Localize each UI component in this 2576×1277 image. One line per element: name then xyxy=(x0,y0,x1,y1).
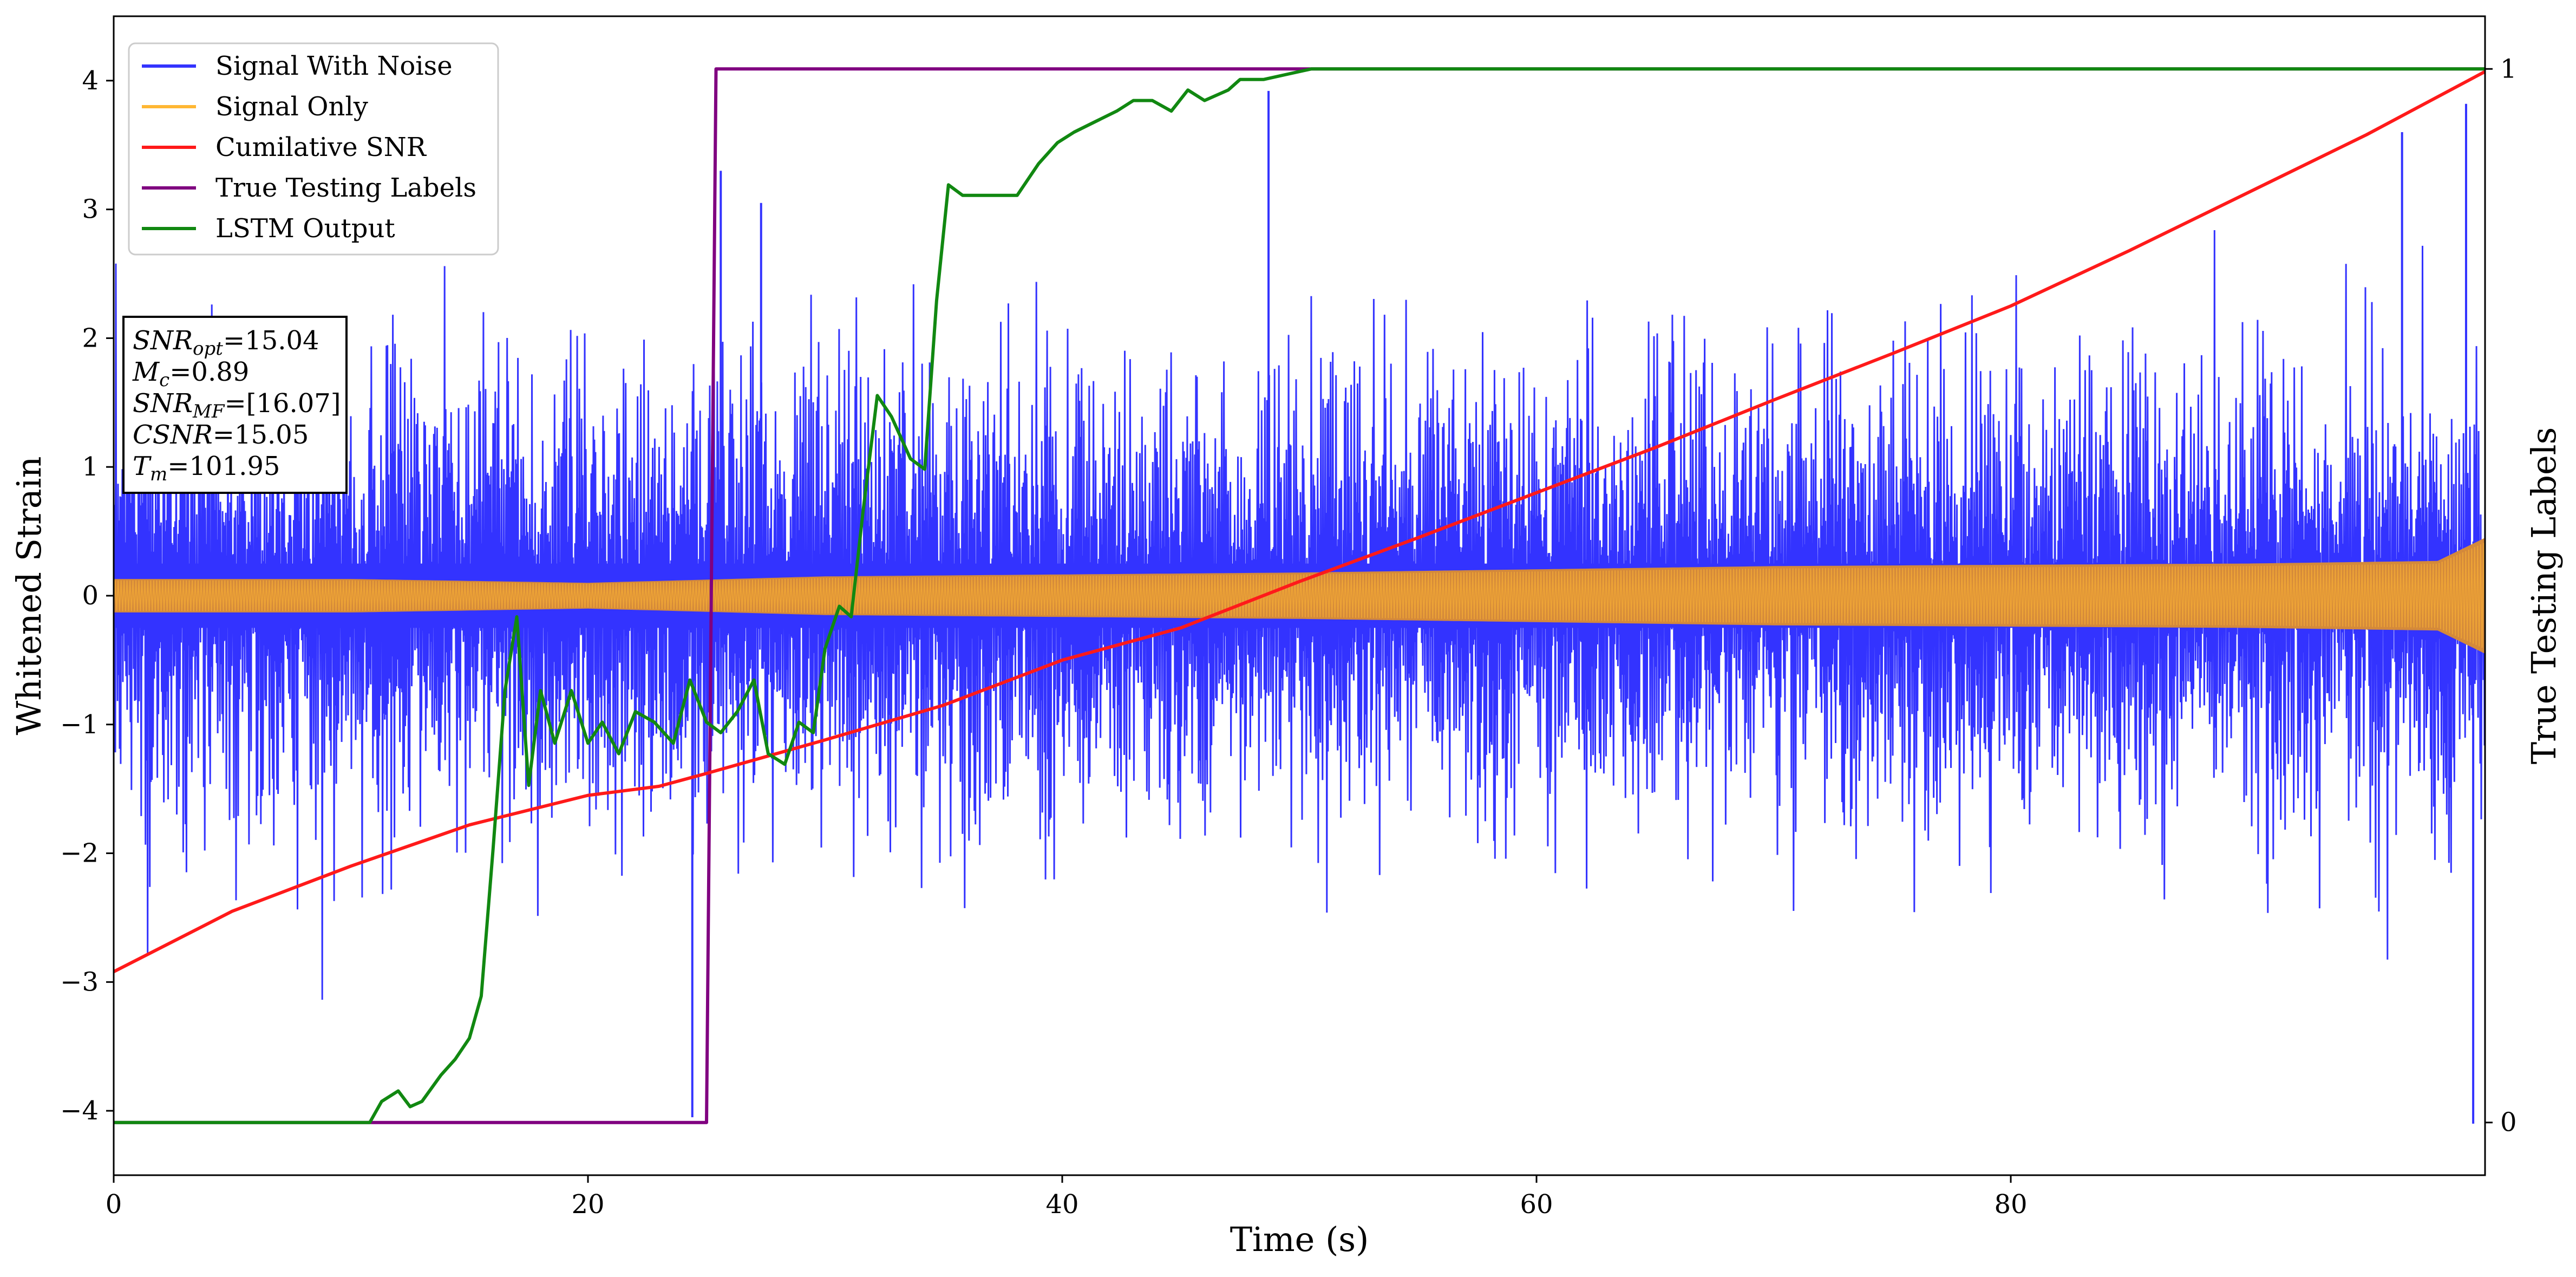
x-tick-label: 40 xyxy=(1045,1189,1078,1220)
y-tick-label: −4 xyxy=(60,1096,99,1126)
x-axis-title: Time (s) xyxy=(1230,1220,1369,1259)
y-tick-label: −3 xyxy=(60,967,99,997)
x-tick-label: 60 xyxy=(1520,1189,1553,1220)
legend-box xyxy=(128,42,499,256)
annotation-line: SNRMF=[16.07] xyxy=(133,388,341,422)
y-axis-title: Whitened Strain xyxy=(9,457,49,735)
y2-axis-title: True Testing Labels xyxy=(2524,427,2564,765)
signal-only-series xyxy=(114,538,2485,654)
y-tick-label: 0 xyxy=(82,581,99,611)
legend-label-signal-with-noise: Signal With Noise xyxy=(215,51,453,81)
y2-tick-label: 1 xyxy=(2500,54,2517,84)
y-tick-label: 3 xyxy=(82,194,99,225)
y-tick-label: −1 xyxy=(60,709,99,740)
line-series-group xyxy=(114,67,2485,1124)
legend-label-true-testing-labels: True Testing Labels xyxy=(215,173,476,203)
signal-only-line xyxy=(114,543,2485,649)
annotation-line: CSNR=15.05 xyxy=(133,420,309,450)
annotation-line: SNRopt=15.04 xyxy=(133,325,319,360)
annotation-box: SNRopt=15.04Mc=0.89SNRMF=[16.07]CSNR=15.… xyxy=(122,316,348,494)
x-tick-label: 80 xyxy=(1994,1189,2027,1220)
lstm-output-line xyxy=(114,67,2485,1124)
x-tick-label: 20 xyxy=(571,1189,604,1220)
annotation-lines: SNRopt=15.04Mc=0.89SNRMF=[16.07]CSNR=15.… xyxy=(132,325,341,485)
y-tick-label: −2 xyxy=(60,838,99,869)
legend-label-lstm-output: LSTM Output xyxy=(215,213,395,244)
x-tick-label: 0 xyxy=(106,1189,122,1220)
y-tick-label: 1 xyxy=(82,452,99,482)
cumulative-snr-line xyxy=(114,70,2485,973)
y-tick-label: 2 xyxy=(82,323,99,353)
legend-label-signal-only: Signal Only xyxy=(215,92,368,122)
legend: Signal With Noise Signal Only Cumilative… xyxy=(128,42,499,256)
y2-tick-label: 0 xyxy=(2500,1107,2517,1138)
annotation-line: Mc=0.89 xyxy=(132,357,249,391)
annotation-line: Tm=101.95 xyxy=(133,451,280,485)
y-tick-label: 4 xyxy=(82,66,99,96)
annotation-frame xyxy=(122,316,348,494)
signal-only-band xyxy=(114,538,2485,654)
legend-label-cumulative-snr: Cumilative SNR xyxy=(215,132,427,162)
